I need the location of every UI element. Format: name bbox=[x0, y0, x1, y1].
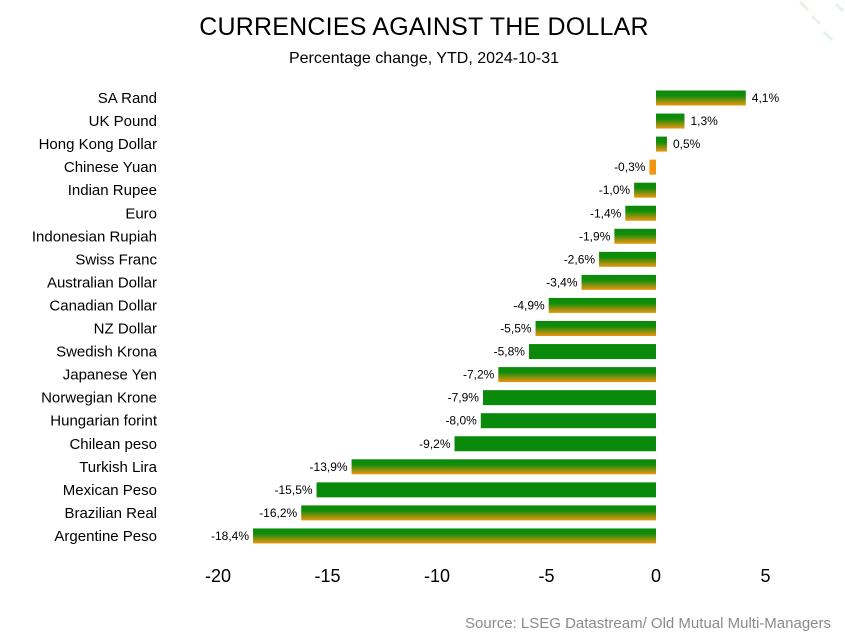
bar bbox=[482, 390, 656, 406]
value-label: 1,3% bbox=[690, 114, 718, 128]
value-label: -1,9% bbox=[579, 229, 611, 243]
x-tick-label: -10 bbox=[424, 566, 450, 586]
bar bbox=[656, 113, 685, 129]
x-axis-ticks: -20 -15 -10 -5 0 5 bbox=[205, 566, 771, 586]
value-label: -7,2% bbox=[463, 368, 495, 382]
category-labels: SA Rand UK Pound Hong Kong Dollar Chinese Y… bbox=[32, 90, 158, 545]
category-label: Euro bbox=[125, 205, 157, 222]
bar bbox=[316, 482, 656, 498]
category-label: Hong Kong Dollar bbox=[39, 136, 157, 153]
value-label: -5,8% bbox=[494, 345, 526, 359]
bar bbox=[599, 251, 656, 267]
category-label: Australian Dollar bbox=[47, 274, 157, 291]
bar bbox=[625, 205, 656, 221]
category-label: Japanese Yen bbox=[63, 367, 157, 384]
category-label: Swiss Franc bbox=[75, 251, 157, 268]
decoration bbox=[798, 0, 845, 42]
bar bbox=[614, 228, 656, 244]
category-label: Chinese Yuan bbox=[64, 159, 157, 176]
source-note: Source: LSEG Datastream/ Old Mutual Mult… bbox=[465, 615, 831, 632]
value-label: -7,9% bbox=[448, 391, 480, 405]
bar bbox=[253, 528, 657, 544]
bar bbox=[480, 413, 656, 429]
category-label: Swedish Krona bbox=[56, 344, 158, 361]
x-tick-label: -15 bbox=[314, 566, 340, 586]
category-label: Argentine Peso bbox=[54, 528, 157, 545]
bar bbox=[535, 321, 656, 336]
category-label: SA Rand bbox=[98, 90, 157, 107]
bar bbox=[454, 436, 656, 452]
x-tick-label: -20 bbox=[205, 566, 231, 586]
value-label: -5,5% bbox=[500, 322, 532, 336]
value-label: -15,5% bbox=[275, 483, 313, 497]
bars bbox=[253, 90, 746, 544]
category-label: UK Pound bbox=[89, 113, 157, 130]
bar bbox=[498, 367, 656, 383]
value-label: -4,9% bbox=[513, 298, 545, 312]
x-tick-label: 0 bbox=[651, 566, 661, 586]
category-label: Mexican Peso bbox=[63, 482, 157, 499]
category-label: Indonesian Rupiah bbox=[32, 228, 157, 245]
category-label: Hungarian forint bbox=[50, 413, 158, 430]
category-label: Norwegian Krone bbox=[41, 390, 157, 407]
chart-subtitle: Percentage change, YTD, 2024-10-31 bbox=[289, 50, 559, 67]
value-label: -0,3% bbox=[614, 160, 646, 174]
bar bbox=[528, 344, 656, 360]
x-tick-label: 5 bbox=[760, 566, 770, 586]
value-label: -3,4% bbox=[546, 275, 578, 289]
category-label: Canadian Dollar bbox=[49, 297, 157, 314]
value-label: -2,6% bbox=[564, 252, 596, 266]
value-label: 4,1% bbox=[752, 91, 780, 105]
bar bbox=[656, 136, 667, 152]
category-label: Chilean peso bbox=[69, 436, 157, 453]
value-label: -8,0% bbox=[445, 414, 477, 428]
bar bbox=[581, 274, 656, 290]
bar bbox=[656, 90, 746, 106]
value-label: -13,9% bbox=[310, 460, 348, 474]
value-label: -18,4% bbox=[211, 529, 249, 543]
category-label: Turkish Lira bbox=[79, 459, 157, 476]
value-label: -9,2% bbox=[419, 437, 451, 451]
bar bbox=[634, 182, 656, 198]
bar bbox=[301, 505, 656, 521]
category-label: NZ Dollar bbox=[94, 321, 157, 338]
value-label: 0,5% bbox=[673, 137, 701, 151]
value-label: -1,4% bbox=[590, 206, 622, 220]
bar bbox=[548, 297, 656, 313]
value-label: -1,0% bbox=[599, 183, 631, 197]
value-label: -16,2% bbox=[259, 506, 297, 520]
category-label: Indian Rupee bbox=[68, 182, 157, 199]
value-labels: 4,1% 1,3% 0,5% -0,3% -1,0% -1,4% -1,9% -2,6% -3,… bbox=[211, 91, 779, 543]
bar bbox=[649, 159, 656, 175]
bar bbox=[351, 459, 656, 475]
category-label: Brazilian Real bbox=[64, 505, 157, 522]
x-tick-label: -5 bbox=[538, 566, 554, 586]
chart-title: CURRENCIES AGAINST THE DOLLAR bbox=[199, 13, 648, 41]
